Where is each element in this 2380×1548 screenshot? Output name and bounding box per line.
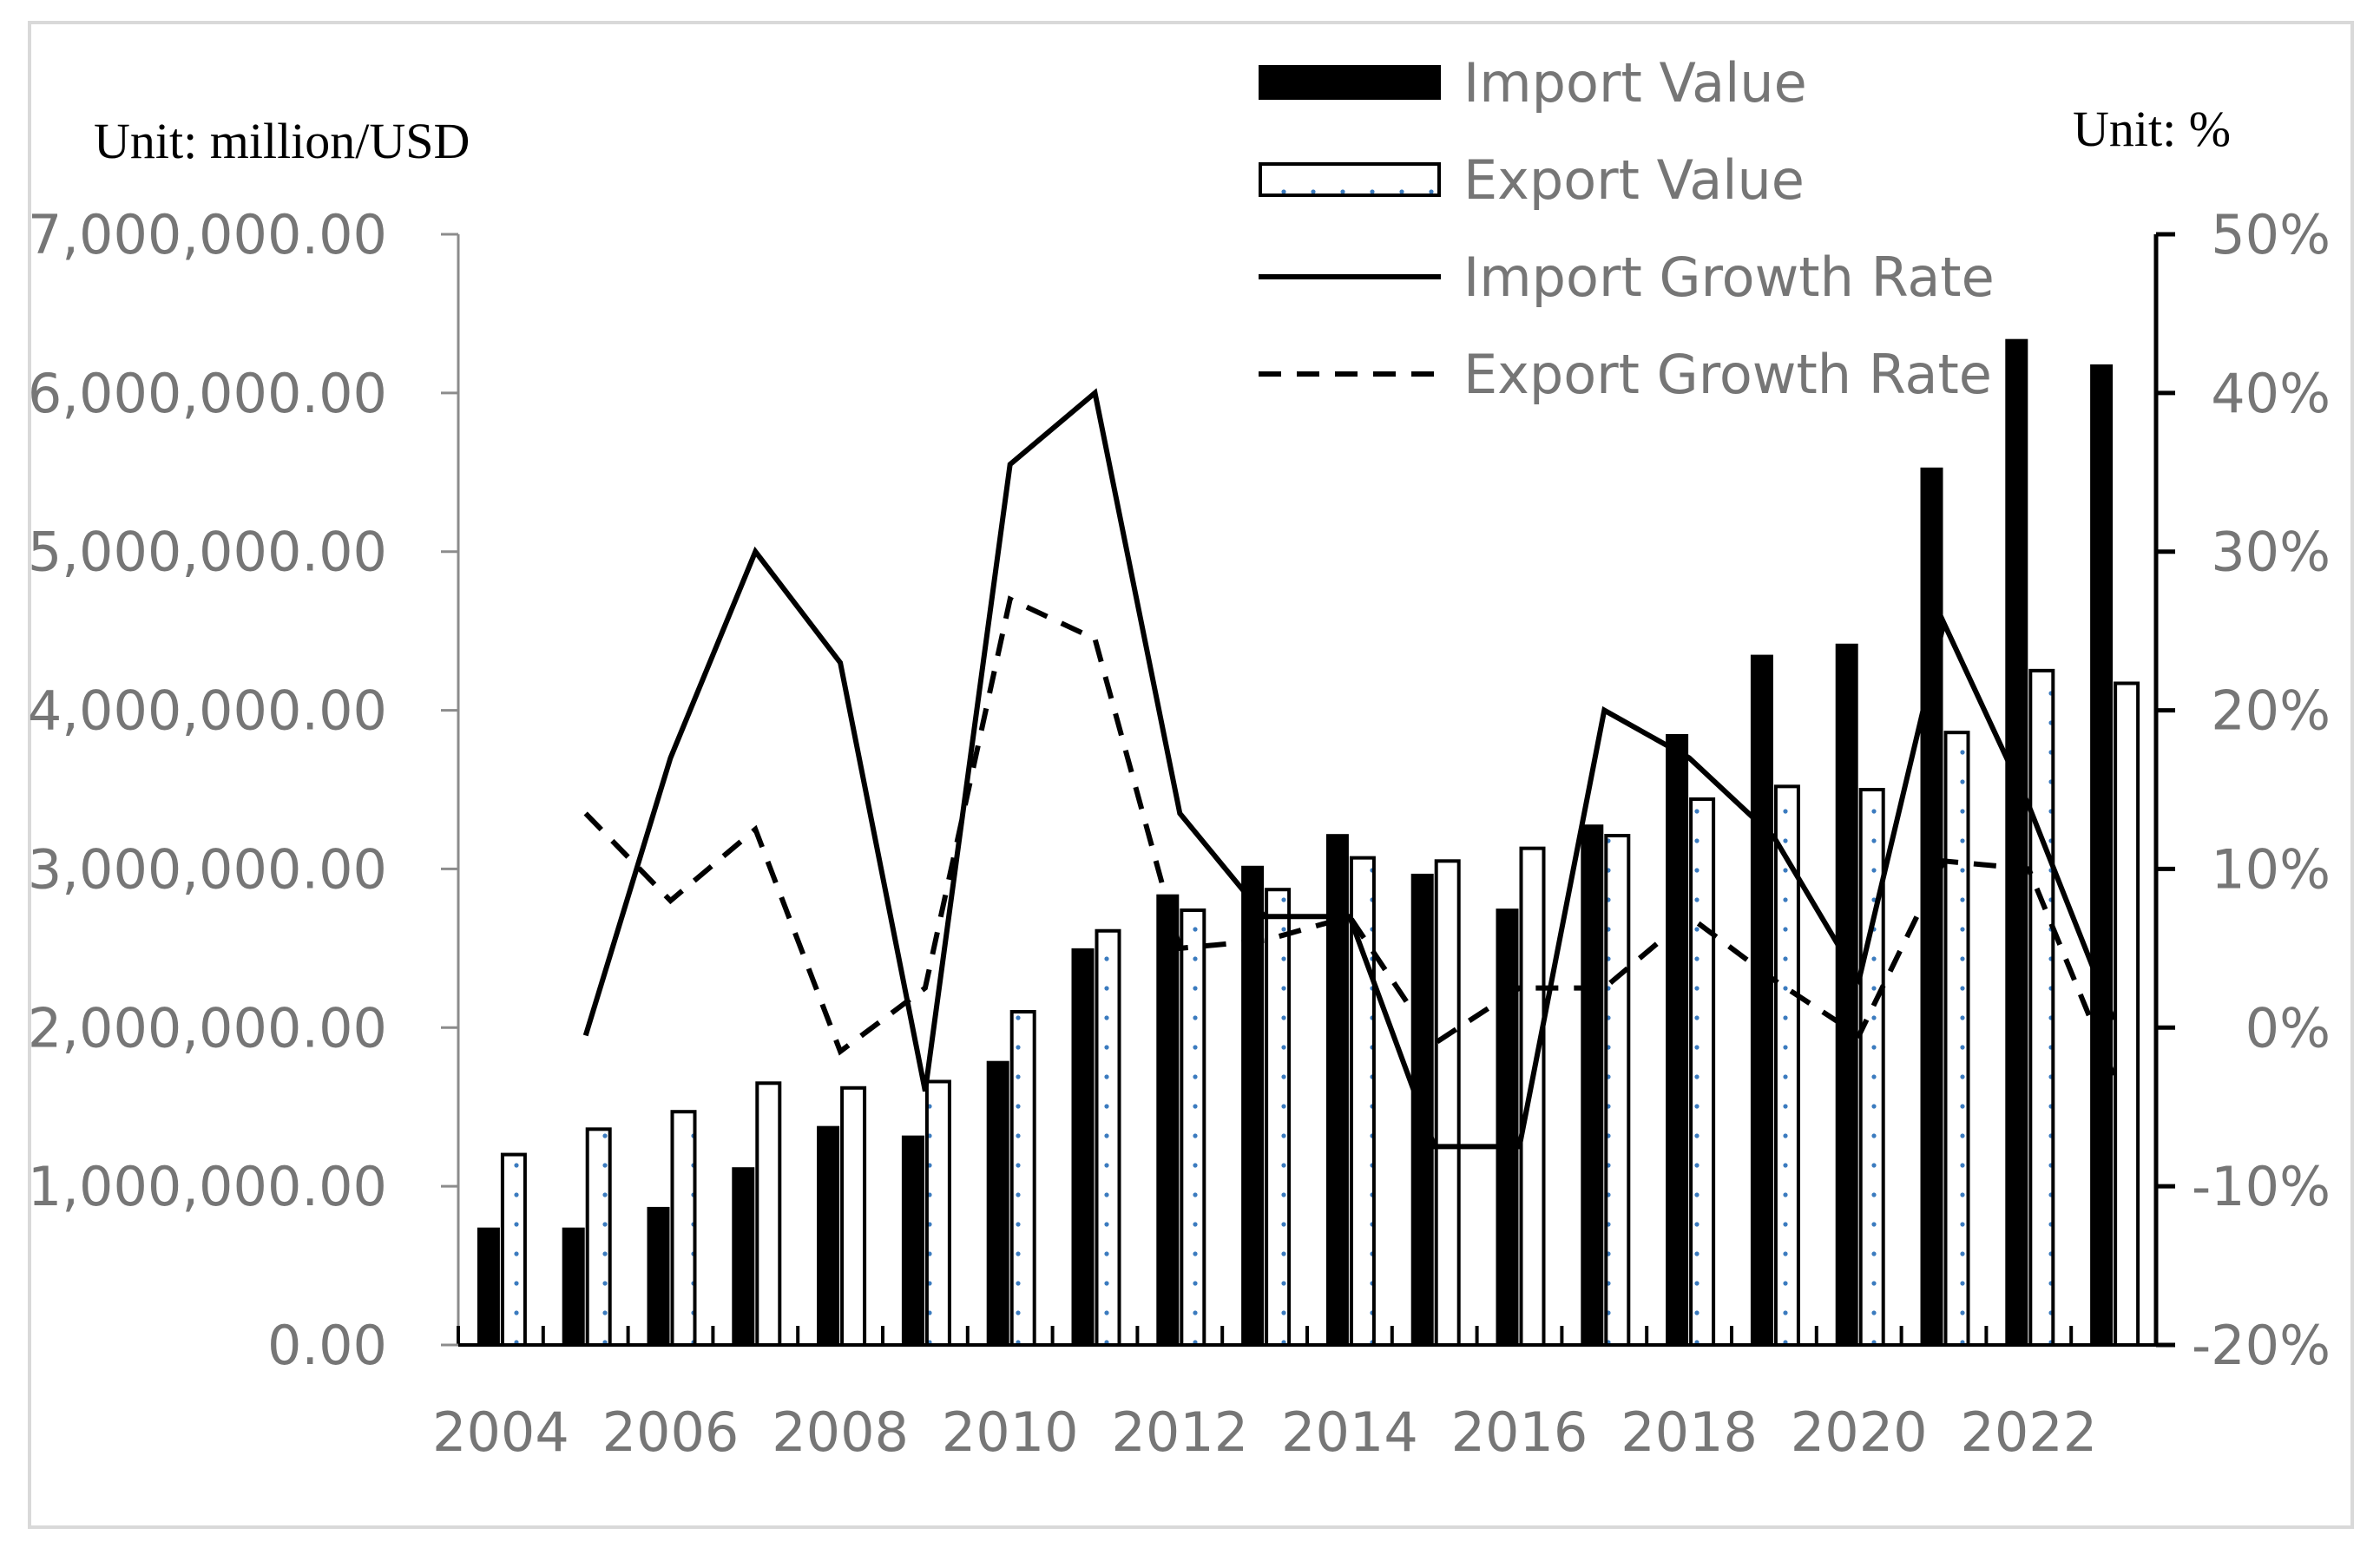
import-growth-rate-line xyxy=(582,388,2116,1150)
right-y-tick-label: 10% xyxy=(2211,837,2331,901)
export-value-bar-2009 xyxy=(924,1079,951,1347)
x-tick-label: 2022 xyxy=(1960,1400,2097,1464)
import-value-bar-2022 xyxy=(2005,338,2028,1346)
import-value-bar-2013 xyxy=(1241,865,1265,1345)
left-y-tick-label: 3,000,000.00 xyxy=(28,837,387,901)
right-y-tick-label: -10% xyxy=(2192,1155,2331,1218)
left-y-tick-label: 7,000,000.00 xyxy=(28,203,387,266)
legend-label: Import Value xyxy=(1463,51,1807,115)
left-y-tick-label: 0.00 xyxy=(267,1314,387,1377)
import-value-bar-2005 xyxy=(562,1227,585,1345)
x-tick-label: 2006 xyxy=(602,1400,740,1464)
export-value-bar-2023 xyxy=(2114,681,2140,1347)
import-value-bar-2011 xyxy=(1071,948,1095,1345)
import-value-bar-2020 xyxy=(1835,643,1858,1345)
right-y-tick-label: 40% xyxy=(2211,362,2331,425)
legend-swatch-export-value xyxy=(1259,162,1441,197)
export-value-bar-2020 xyxy=(1858,788,1885,1347)
left-y-tick-label: 6,000,000.00 xyxy=(28,362,387,425)
export-growth-rate-line xyxy=(583,595,2116,1077)
export-value-bar-2010 xyxy=(1009,1010,1036,1347)
import-value-bar-2007 xyxy=(732,1167,755,1345)
x-tick-label: 2008 xyxy=(772,1400,909,1464)
legend-item: Export Growth Rate xyxy=(1259,343,1992,406)
x-tick-label: 2010 xyxy=(942,1400,1079,1464)
export-value-bar-2019 xyxy=(1773,784,1800,1347)
x-tick-label: 2004 xyxy=(432,1400,569,1464)
right-y-tick-label: 20% xyxy=(2211,679,2331,743)
import-value-bar-2018 xyxy=(1666,734,1689,1345)
legend-swatch-import-value xyxy=(1259,65,1441,100)
import-value-bar-2012 xyxy=(1156,894,1180,1345)
import-value-bar-2023 xyxy=(2090,364,2114,1345)
import-value-bar-2004 xyxy=(477,1227,500,1345)
x-tick-label: 2014 xyxy=(1281,1400,1418,1464)
left-y-tick-label: 1,000,000.00 xyxy=(28,1155,387,1218)
import-value-bar-2009 xyxy=(901,1135,924,1345)
x-tick-label: 2012 xyxy=(1111,1400,1248,1464)
x-tick-label: 2020 xyxy=(1791,1400,1928,1464)
left-unit-label: Unit: million/USD xyxy=(94,113,470,169)
export-value-bar-2011 xyxy=(1095,928,1121,1347)
import-value-bar-2016 xyxy=(1496,908,1519,1345)
export-value-bar-2005 xyxy=(585,1127,612,1348)
import-value-bar-2019 xyxy=(1750,654,1773,1345)
export-value-bar-2012 xyxy=(1180,908,1206,1347)
import-value-bar-2014 xyxy=(1325,834,1349,1345)
export-value-bar-2016 xyxy=(1519,846,1546,1347)
legend-label: Export Value xyxy=(1463,148,1805,212)
left-y-tick-label: 2,000,000.00 xyxy=(28,996,387,1059)
right-y-tick-label: 50% xyxy=(2211,203,2331,266)
export-value-bar-2008 xyxy=(840,1086,867,1348)
right-y-tick-label: 0% xyxy=(2245,996,2331,1059)
import-value-bar-2006 xyxy=(647,1206,670,1345)
import-value-bar-2021 xyxy=(1920,467,1943,1345)
export-value-bar-2022 xyxy=(2028,668,2055,1347)
import-value-bar-2017 xyxy=(1581,824,1604,1345)
import-value-bar-2010 xyxy=(986,1060,1009,1345)
x-tick-label: 2016 xyxy=(1451,1400,1588,1464)
right-y-tick-label: 30% xyxy=(2211,521,2331,584)
legend-item: Export Value xyxy=(1259,148,1805,212)
right-unit-label: Unit: % xyxy=(2073,101,2231,157)
export-value-bar-2006 xyxy=(670,1110,697,1347)
left-y-tick-label: 4,000,000.00 xyxy=(28,679,387,743)
left-y-tick-label: 5,000,000.00 xyxy=(28,521,387,584)
legend-item: Import Value xyxy=(1259,51,1807,115)
export-value-bar-2007 xyxy=(755,1081,782,1348)
import-value-bar-2008 xyxy=(817,1125,840,1345)
export-value-bar-2015 xyxy=(1434,859,1461,1347)
export-value-bar-2017 xyxy=(1604,834,1631,1347)
legend-label: Import Growth Rate xyxy=(1463,246,1995,309)
right-y-tick-label: -20% xyxy=(2192,1314,2331,1377)
legend-label: Export Growth Rate xyxy=(1463,343,1992,406)
export-value-bar-2021 xyxy=(1943,731,1970,1347)
export-value-bar-2004 xyxy=(500,1152,527,1347)
export-value-bar-2018 xyxy=(1689,797,1716,1347)
export-value-bar-2013 xyxy=(1265,888,1292,1347)
x-tick-label: 2018 xyxy=(1621,1400,1758,1464)
legend-item: Import Growth Rate xyxy=(1259,246,1995,309)
